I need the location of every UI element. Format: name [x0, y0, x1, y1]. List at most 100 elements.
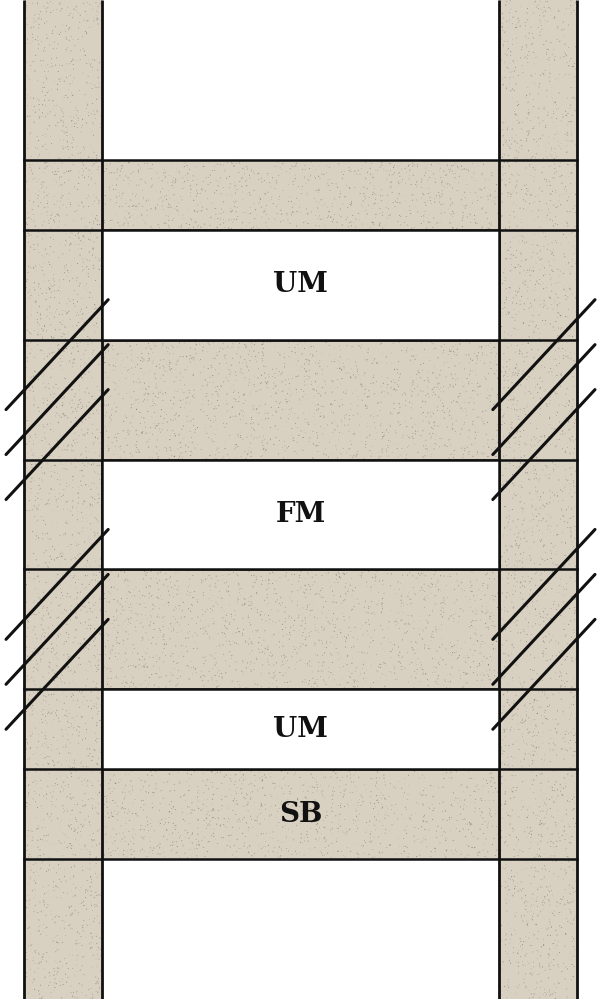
Point [24, 346, 34, 362]
Point [496, 597, 505, 613]
Point [514, 844, 523, 860]
Point [534, 202, 543, 218]
Point [36, 367, 46, 383]
Point [316, 668, 325, 684]
Point [87, 221, 97, 237]
Point [34, 770, 44, 786]
Point [120, 678, 129, 694]
Point [45, 37, 55, 53]
Point [44, 486, 54, 501]
Point [427, 196, 436, 212]
Point [151, 200, 160, 216]
Point [165, 440, 175, 456]
Point [516, 626, 526, 642]
Point [38, 949, 47, 965]
Point [500, 295, 510, 311]
Point [96, 963, 105, 979]
Point [519, 544, 528, 560]
Point [432, 829, 442, 845]
Point [67, 688, 76, 704]
Point [393, 159, 403, 175]
Point [566, 657, 575, 673]
Point [546, 787, 555, 803]
Point [365, 175, 375, 191]
Point [143, 816, 153, 832]
Point [534, 799, 544, 815]
Point [397, 430, 407, 446]
Point [570, 415, 579, 431]
Point [418, 393, 428, 409]
Point [541, 372, 551, 388]
Point [563, 90, 572, 106]
Point [377, 845, 387, 861]
Point [100, 341, 109, 357]
Point [280, 653, 290, 669]
Point [386, 643, 396, 659]
Point [201, 810, 211, 826]
Point [505, 436, 514, 452]
Point [218, 610, 227, 626]
Point [270, 420, 279, 436]
Point [268, 670, 278, 686]
Point [279, 797, 289, 813]
Point [63, 133, 72, 149]
Point [292, 435, 302, 451]
Point [513, 707, 522, 723]
Point [526, 19, 536, 35]
Point [541, 710, 551, 726]
Point [555, 802, 565, 818]
Point [525, 159, 534, 175]
Point [547, 258, 557, 274]
Point [340, 628, 349, 644]
Point [401, 209, 411, 225]
Point [342, 565, 352, 581]
Point [84, 641, 93, 657]
Point [447, 764, 456, 780]
Point [95, 638, 105, 654]
Point [534, 204, 543, 220]
Point [532, 517, 542, 533]
Point [477, 792, 486, 808]
Point [72, 203, 82, 219]
Point [522, 551, 531, 567]
Point [551, 233, 560, 249]
Point [503, 590, 513, 606]
Point [221, 819, 230, 835]
Point [82, 75, 91, 91]
Point [21, 945, 31, 961]
Point [63, 627, 72, 643]
Point [517, 58, 527, 74]
Point [423, 671, 432, 687]
Point [436, 170, 446, 186]
Point [453, 790, 463, 806]
Point [555, 432, 564, 448]
Point [85, 224, 95, 240]
Point [518, 678, 528, 694]
Point [339, 359, 349, 375]
Point [485, 172, 495, 188]
Point [495, 721, 504, 737]
Point [68, 726, 78, 742]
Point [52, 702, 62, 718]
Point [433, 818, 443, 834]
Point [272, 679, 282, 695]
Point [422, 612, 432, 628]
Point [502, 137, 512, 153]
Point [563, 204, 572, 220]
Point [465, 814, 474, 830]
Point [170, 429, 180, 445]
Point [201, 623, 211, 639]
Point [28, 765, 37, 781]
Point [356, 409, 365, 425]
Point [23, 235, 33, 251]
Point [495, 637, 504, 653]
Point [543, 497, 553, 512]
Point [81, 567, 90, 583]
Point [300, 374, 310, 390]
Point [62, 234, 72, 250]
Point [190, 440, 200, 456]
Point [141, 851, 150, 867]
Point [235, 814, 245, 830]
Point [83, 359, 93, 375]
Point [247, 635, 257, 651]
